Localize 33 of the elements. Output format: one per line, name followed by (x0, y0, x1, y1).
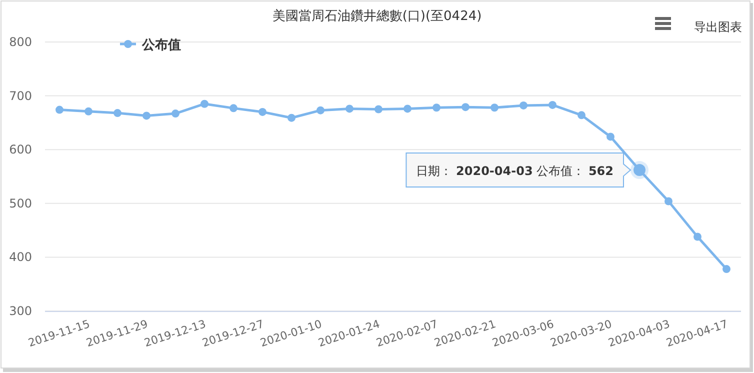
y-tick-label: 300 (9, 304, 32, 318)
point (200, 100, 208, 108)
point (722, 265, 730, 274)
point (346, 104, 354, 113)
legend-label: 公布值 (141, 38, 181, 53)
point (114, 109, 122, 118)
point (432, 104, 440, 112)
point (548, 100, 556, 109)
point (490, 104, 498, 112)
annotation: 日期： 2020-04-03 公布值： 562 (416, 164, 614, 178)
point (230, 104, 238, 112)
text: 导出图表 (694, 20, 742, 34)
point (56, 106, 64, 114)
point (694, 232, 702, 241)
point (404, 104, 412, 113)
y-tick-label: 800 (9, 35, 32, 49)
point (664, 197, 672, 206)
point (288, 114, 296, 122)
y-tick-label: 600 (9, 142, 32, 157)
point (374, 105, 382, 114)
point (578, 111, 586, 120)
point (258, 108, 266, 116)
point (84, 107, 92, 116)
point (606, 132, 614, 141)
y-tick-label: 400 (9, 250, 32, 264)
point (462, 103, 470, 112)
point (172, 110, 180, 118)
y-tick-label: 500 (9, 196, 32, 210)
point (316, 106, 324, 114)
point (520, 101, 528, 110)
point (142, 112, 150, 120)
chart-title: 美國當周石油鑽井總數(口)(至0424) (272, 8, 482, 24)
y-tick-label: 700 (9, 88, 32, 103)
